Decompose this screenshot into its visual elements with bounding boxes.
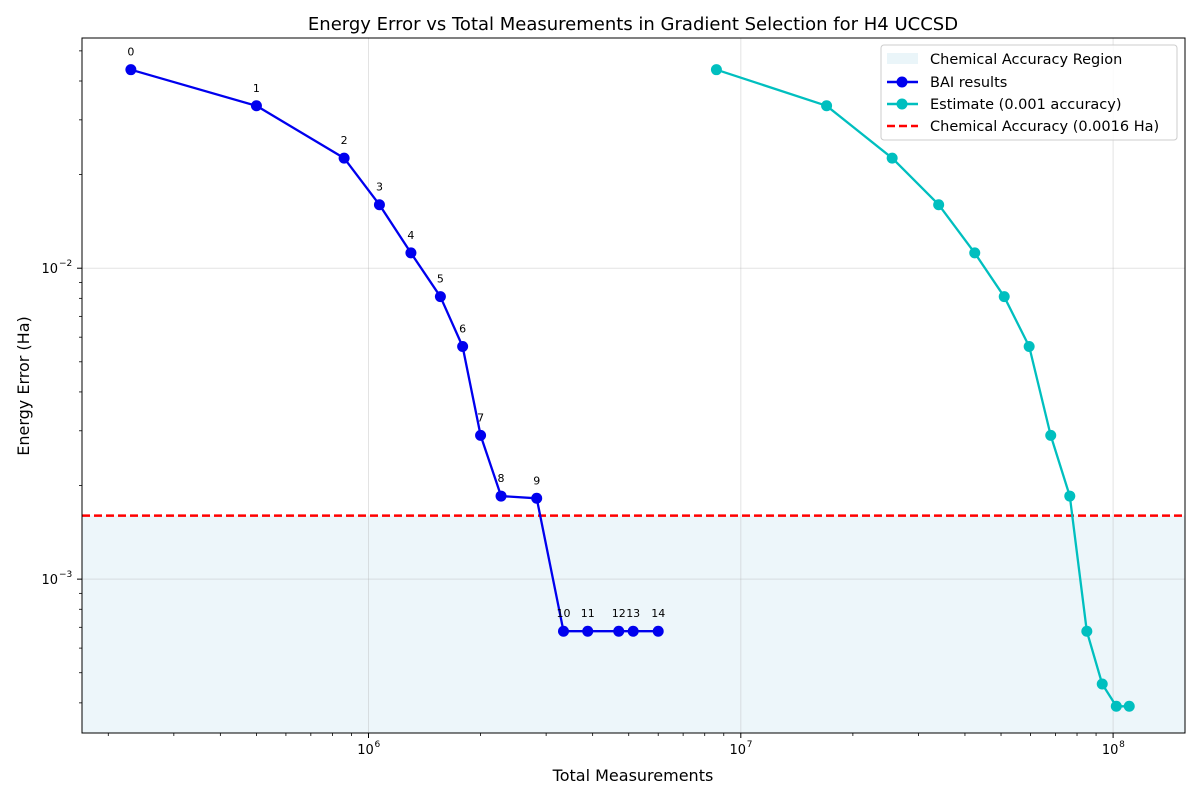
data-point-estimate-7 bbox=[1045, 429, 1057, 441]
chemical-accuracy-region bbox=[82, 515, 1185, 733]
data-point-bai-2 bbox=[338, 152, 350, 164]
region-layer bbox=[82, 515, 1185, 733]
data-point-estimate-5 bbox=[998, 291, 1010, 303]
data-point-estimate-2 bbox=[886, 152, 898, 164]
plot-background bbox=[82, 38, 1185, 733]
x-tick-exponent-2: 8 bbox=[1119, 740, 1125, 750]
data-point-estimate-11 bbox=[1110, 700, 1122, 712]
legend-frame bbox=[880, 44, 1178, 141]
y-tick-label-1: 10 bbox=[41, 262, 58, 277]
point-label-bai-6: 6 bbox=[459, 322, 466, 335]
legend-swatch-estimate-marker bbox=[896, 98, 908, 110]
x-tick-exponent-0: 6 bbox=[375, 740, 381, 750]
point-label-bai-5: 5 bbox=[437, 273, 444, 286]
legend-label-estimate: Estimate (0.001 accuracy) bbox=[930, 97, 1122, 113]
data-point-bai-12 bbox=[613, 625, 625, 637]
legend-swatch-region bbox=[887, 53, 918, 64]
point-label-bai-7: 7 bbox=[477, 411, 484, 424]
data-point-bai-7 bbox=[475, 429, 487, 441]
point-label-bai-14: 14 bbox=[651, 607, 665, 620]
y-tick-exponent-1: −2 bbox=[59, 259, 72, 269]
point-label-bai-2: 2 bbox=[341, 134, 348, 147]
y-axis-ticks: 10−310−2 bbox=[41, 259, 82, 588]
point-label-bai-12: 12 bbox=[612, 607, 626, 620]
data-point-estimate-12 bbox=[1123, 700, 1135, 712]
data-point-bai-1 bbox=[250, 100, 262, 112]
data-point-estimate-1 bbox=[821, 100, 833, 112]
x-tick-exponent-1: 7 bbox=[747, 740, 753, 750]
point-label-bai-4: 4 bbox=[407, 229, 414, 242]
data-point-bai-8 bbox=[495, 490, 507, 502]
data-point-estimate-0 bbox=[710, 64, 722, 76]
data-point-bai-11 bbox=[582, 625, 594, 637]
data-point-bai-6 bbox=[457, 340, 469, 352]
point-label-bai-1: 1 bbox=[253, 82, 260, 95]
series-layer bbox=[125, 64, 1135, 712]
data-point-bai-14 bbox=[652, 625, 664, 637]
legend-swatch-bai-marker bbox=[896, 76, 908, 88]
x-tick-label-2: 10 bbox=[1102, 743, 1119, 758]
point-label-bai-11: 11 bbox=[581, 607, 595, 620]
data-point-estimate-3 bbox=[933, 199, 945, 211]
legend: Chemical Accuracy Region BAI results Est… bbox=[880, 44, 1178, 141]
point-label-bai-13: 13 bbox=[626, 607, 640, 620]
data-point-bai-13 bbox=[627, 625, 639, 637]
y-tick-label-0: 10 bbox=[41, 573, 58, 588]
point-label-bai-8: 8 bbox=[498, 472, 505, 485]
x-tick-label-1: 10 bbox=[730, 743, 747, 758]
data-point-estimate-4 bbox=[969, 247, 981, 259]
data-point-bai-10 bbox=[557, 625, 569, 637]
point-label-bai-3: 3 bbox=[376, 181, 383, 194]
x-axis-label: Total Measurements bbox=[552, 766, 714, 785]
legend-label-bai: BAI results bbox=[930, 75, 1007, 91]
plot-frame bbox=[81, 37, 1186, 734]
point-label-bai-0: 0 bbox=[127, 46, 134, 59]
data-point-estimate-6 bbox=[1023, 340, 1035, 352]
chart-title: Energy Error vs Total Measurements in Gr… bbox=[308, 14, 958, 35]
data-point-bai-5 bbox=[434, 291, 446, 303]
data-point-bai-3 bbox=[373, 199, 385, 211]
legend-label-reference: Chemical Accuracy (0.0016 Ha) bbox=[930, 119, 1159, 135]
grid-layer bbox=[82, 38, 1185, 733]
data-point-bai-4 bbox=[405, 247, 417, 259]
point-label-bai-9: 9 bbox=[533, 474, 540, 487]
y-tick-exponent-0: −3 bbox=[59, 570, 72, 580]
x-axis-ticks: 10 6 10 7 10 8 bbox=[357, 733, 1125, 758]
y-axis-label: Energy Error (Ha) bbox=[14, 316, 33, 456]
data-point-bai-0 bbox=[125, 64, 137, 76]
legend-label-region: Chemical Accuracy Region bbox=[930, 52, 1122, 68]
x-tick-label-0: 10 bbox=[357, 743, 374, 758]
point-label-bai-10: 10 bbox=[556, 607, 570, 620]
data-point-estimate-10 bbox=[1096, 678, 1108, 690]
data-point-bai-9 bbox=[531, 492, 543, 504]
data-point-estimate-9 bbox=[1081, 625, 1093, 637]
data-point-estimate-8 bbox=[1064, 490, 1076, 502]
